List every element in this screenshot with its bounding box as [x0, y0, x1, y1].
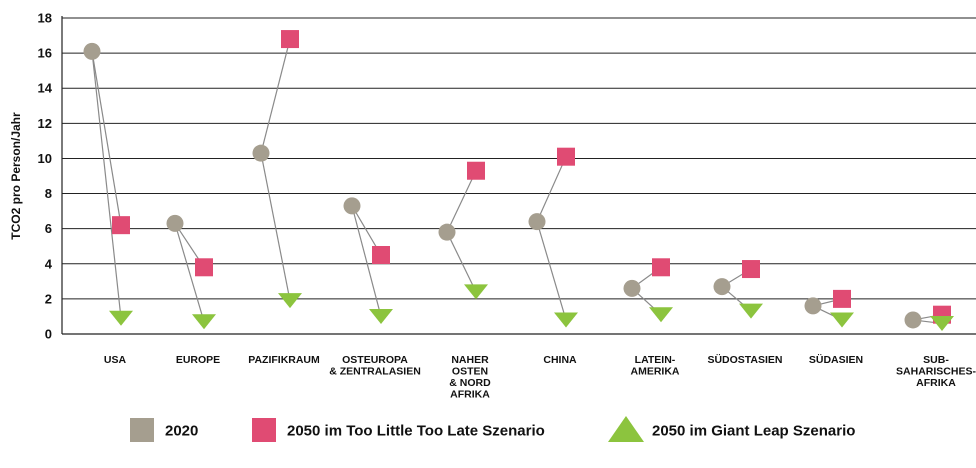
- gridlines: [62, 17, 976, 300]
- point-too-little-too-late: [652, 258, 670, 277]
- point-2020: [83, 42, 101, 60]
- y-tick-label: 18: [38, 11, 52, 26]
- x-category-label: SUB-SAHARISCHES-AFRIKA: [896, 354, 976, 389]
- connector-lines: [91, 38, 943, 325]
- point-too-little-too-late: [467, 161, 485, 180]
- x-category-label: SÜDASIEN: [809, 353, 863, 366]
- x-category-label: NAHER OSTEN & NORD AFRIKA: [449, 354, 491, 401]
- legend-label: 2050 im Giant Leap Szenario: [652, 423, 855, 440]
- legend: 2020 2050 im Too Little Too Late Szenario…: [130, 416, 855, 442]
- point-too-little-too-late: [112, 216, 130, 235]
- connector-line: [174, 223, 205, 322]
- y-tick-label: 8: [45, 186, 52, 201]
- y-axis-label: TCO2 pro Person/Jahr: [9, 112, 23, 240]
- y-tick-label: 2: [45, 291, 52, 306]
- x-category-label: OSTEUROPA & ZENTRALASIEN: [329, 354, 421, 378]
- connector-line: [91, 51, 122, 226]
- y-tick-label: 12: [38, 116, 52, 131]
- legend-label: 2050 im Too Little Too Late Szenario: [287, 423, 545, 440]
- point-2020: [343, 197, 361, 215]
- connector-line: [260, 38, 291, 154]
- connector-line: [351, 205, 382, 317]
- x-category-label: USA: [104, 354, 127, 366]
- connector-line: [446, 231, 477, 293]
- point-giant-leap: [554, 312, 578, 328]
- x-category-label: EUROPE: [176, 354, 220, 366]
- legend-swatch: [130, 418, 154, 442]
- x-category-label: CHINA: [543, 354, 577, 366]
- point-giant-leap: [739, 303, 763, 319]
- connector-line: [536, 156, 567, 222]
- y-tick-label: 6: [45, 221, 52, 236]
- point-2020: [804, 297, 822, 315]
- axes: 0 2 4 6 8 10 12 14 16 18: [38, 11, 976, 342]
- point-2020: [528, 213, 546, 231]
- point-2020: [713, 278, 731, 296]
- point-too-little-too-late: [742, 260, 760, 279]
- x-category-label: PAZIFIKRAUM: [248, 354, 320, 366]
- point-giant-leap: [649, 307, 673, 323]
- y-tick-label: 10: [38, 151, 52, 166]
- point-giant-leap: [109, 310, 133, 326]
- point-2020: [252, 144, 270, 162]
- point-giant-leap: [930, 315, 954, 331]
- connector-line: [536, 221, 567, 321]
- legend-swatch: [252, 418, 276, 442]
- connector-line: [260, 153, 291, 301]
- y-tick-label: 14: [38, 81, 53, 96]
- y-tick-label: 0: [45, 327, 52, 342]
- point-too-little-too-late: [557, 147, 575, 166]
- legend-swatch: [608, 416, 644, 442]
- connector-line: [446, 170, 477, 233]
- point-giant-leap: [369, 308, 393, 324]
- point-too-little-too-late: [372, 246, 390, 264]
- point-2020: [904, 311, 922, 329]
- connector-line: [91, 51, 122, 319]
- x-category-label: LATEIN-AMERIKA: [631, 354, 680, 378]
- point-2020: [166, 214, 184, 232]
- point-2020: [438, 223, 456, 241]
- data-markers: [83, 30, 954, 331]
- category-labels: USA EUROPE PAZIFIKRAUM OSTEUROPA & ZENTRALAS…: [104, 353, 976, 401]
- point-giant-leap: [192, 314, 216, 330]
- legend-label: 2020: [165, 423, 198, 440]
- y-tick-label: 16: [38, 46, 52, 61]
- point-2020: [623, 279, 641, 297]
- y-tick-label: 4: [45, 256, 53, 271]
- x-category-label: SÜDOSTASIEN: [707, 353, 782, 366]
- point-giant-leap: [830, 312, 854, 328]
- point-too-little-too-late: [833, 289, 851, 308]
- point-too-little-too-late: [281, 30, 299, 49]
- point-too-little-too-late: [195, 258, 213, 277]
- point-giant-leap: [464, 284, 488, 300]
- point-giant-leap: [278, 293, 302, 309]
